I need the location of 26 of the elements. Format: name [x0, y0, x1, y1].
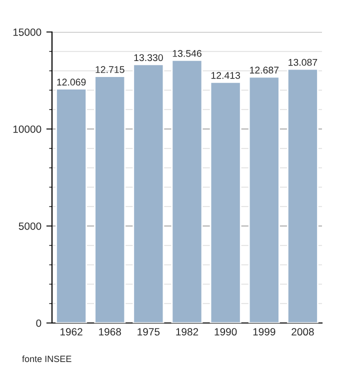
bar [248, 76, 280, 323]
data-label: 13.546 [172, 50, 202, 57]
x-tick-label: 1982 [176, 328, 198, 336]
data-label: 12.069 [57, 78, 86, 86]
x-tick-label: 1962 [60, 328, 82, 336]
x-tick-label: 1975 [138, 328, 160, 336]
data-label: 12.715 [96, 66, 124, 74]
y-tick-label: 10000 [13, 126, 42, 133]
data-label: 12.687 [250, 66, 279, 74]
bar [132, 64, 164, 323]
bar [171, 60, 203, 323]
source-note: fonte INSEE [22, 355, 72, 362]
x-tick-label: 1968 [99, 328, 121, 336]
bar [56, 88, 88, 323]
x-tick-label: 1999 [253, 328, 276, 336]
bar [286, 68, 318, 323]
bar [210, 81, 242, 323]
data-label: 13.330 [134, 54, 163, 62]
bar [94, 76, 126, 323]
x-tick-label: 2008 [292, 328, 314, 336]
y-tick-label: 5000 [18, 222, 42, 230]
data-label: 12.413 [211, 72, 240, 79]
data-label: 13.087 [288, 58, 318, 66]
y-tick-label: 15000 [13, 28, 42, 36]
y-tick-label: 0 [36, 320, 42, 327]
x-tick-label: 1990 [214, 328, 237, 336]
